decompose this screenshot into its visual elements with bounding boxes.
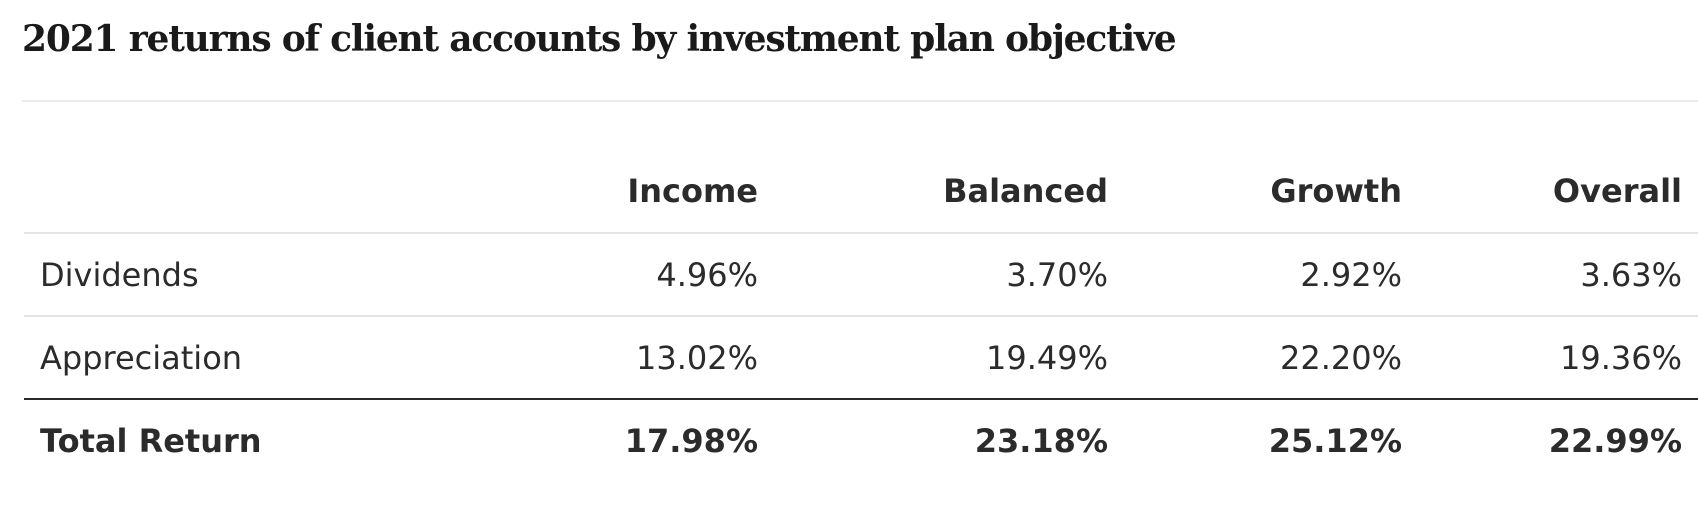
table-cell: 23.18% — [974, 421, 1108, 460]
returns-table: Income Balanced Growth Overall Dividends… — [24, 150, 1698, 481]
column-header-blank — [24, 150, 344, 234]
column-header-balanced: Balanced — [774, 150, 1124, 234]
table-row-total-return: Total Return 17.98% 23.18% 25.12% 22.99% — [24, 399, 1698, 481]
column-header-overall: Overall — [1418, 150, 1698, 234]
column-header-income: Income — [344, 150, 774, 234]
table-cell: 13.02% — [344, 316, 774, 400]
table-cell: 22.99% — [1548, 421, 1682, 460]
table-cell: 4.96% — [344, 233, 774, 317]
table-row-appreciation: Appreciation 13.02% 19.49% 22.20% 19.36% — [24, 316, 1698, 400]
title-divider — [22, 100, 1698, 102]
row-label: Appreciation — [24, 316, 344, 400]
table-cell: 3.70% — [774, 233, 1124, 317]
table-cell: 19.49% — [774, 316, 1124, 400]
row-label: Total Return — [40, 421, 262, 460]
table-cell: 19.36% — [1418, 316, 1698, 400]
table-cell: 3.63% — [1418, 233, 1698, 317]
column-header-growth: Growth — [1124, 150, 1418, 234]
row-label: Dividends — [24, 233, 344, 317]
table-cell: 2.92% — [1124, 233, 1418, 317]
table-cell: 25.12% — [1268, 421, 1402, 460]
table-row-dividends: Dividends 4.96% 3.70% 2.92% 3.63% — [24, 233, 1698, 317]
table-cell: 17.98% — [624, 421, 758, 460]
table-header-row: Income Balanced Growth Overall — [24, 150, 1698, 234]
table-cell: 22.20% — [1124, 316, 1418, 400]
chart-title: 2021 returns of client accounts by inves… — [22, 18, 1177, 60]
